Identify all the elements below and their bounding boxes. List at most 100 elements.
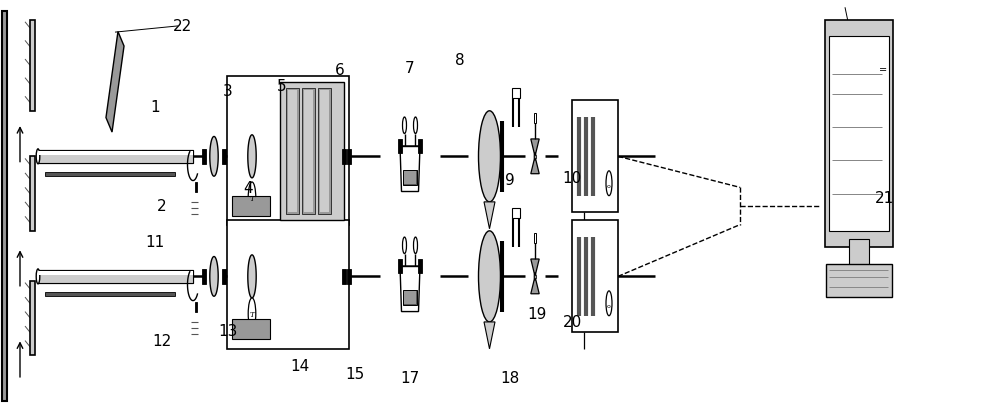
Circle shape xyxy=(606,171,612,196)
Bar xyxy=(232,320,270,339)
Circle shape xyxy=(606,291,612,316)
Text: =: = xyxy=(879,65,887,75)
Polygon shape xyxy=(248,255,256,298)
Text: 10: 10 xyxy=(562,170,582,185)
Bar xyxy=(286,89,299,215)
Bar xyxy=(304,91,313,213)
Polygon shape xyxy=(210,137,218,177)
Circle shape xyxy=(248,298,256,330)
Bar xyxy=(222,150,226,164)
Bar xyxy=(534,155,536,159)
Bar xyxy=(227,221,349,349)
Text: 2: 2 xyxy=(157,199,167,214)
Bar xyxy=(202,150,206,164)
Bar xyxy=(829,37,889,231)
Bar xyxy=(418,259,422,274)
Bar xyxy=(45,173,175,177)
Bar xyxy=(347,150,351,164)
Circle shape xyxy=(402,118,406,134)
Bar xyxy=(825,21,893,248)
Bar xyxy=(320,91,329,213)
Polygon shape xyxy=(531,140,539,157)
Bar xyxy=(403,170,417,186)
Bar xyxy=(280,83,344,221)
Bar xyxy=(512,209,520,219)
Bar xyxy=(302,89,315,215)
Bar xyxy=(30,21,35,112)
Circle shape xyxy=(534,273,536,281)
Bar xyxy=(232,197,270,217)
Ellipse shape xyxy=(479,112,501,202)
Text: 1: 1 xyxy=(150,100,160,115)
Bar xyxy=(288,91,297,213)
Bar xyxy=(38,272,193,275)
Text: 12: 12 xyxy=(152,333,172,348)
Text: 17: 17 xyxy=(400,370,420,385)
Polygon shape xyxy=(531,259,539,277)
Bar xyxy=(398,139,402,154)
Text: 15: 15 xyxy=(345,366,365,381)
Text: T: T xyxy=(249,310,255,318)
Polygon shape xyxy=(400,266,420,312)
Text: 6: 6 xyxy=(335,63,345,78)
Bar xyxy=(342,269,346,284)
Text: 7: 7 xyxy=(405,61,415,76)
Ellipse shape xyxy=(479,231,501,322)
Text: 19: 19 xyxy=(527,306,547,321)
Polygon shape xyxy=(484,322,495,349)
Polygon shape xyxy=(210,257,218,297)
Bar xyxy=(38,150,193,164)
Bar xyxy=(347,269,351,284)
Bar xyxy=(227,76,349,225)
Text: 4: 4 xyxy=(243,180,253,195)
Bar xyxy=(222,269,226,284)
Text: 5: 5 xyxy=(277,79,287,94)
Text: 3: 3 xyxy=(223,83,233,98)
Text: 11: 11 xyxy=(145,234,165,249)
Text: 21: 21 xyxy=(875,191,895,206)
Circle shape xyxy=(414,237,417,254)
Text: 14: 14 xyxy=(290,358,310,373)
Bar xyxy=(404,172,416,184)
Circle shape xyxy=(36,269,40,284)
Text: 9: 9 xyxy=(505,172,515,187)
Polygon shape xyxy=(106,33,124,133)
Text: 13: 13 xyxy=(218,323,238,338)
Bar xyxy=(534,113,536,124)
Bar xyxy=(404,292,416,304)
Circle shape xyxy=(248,183,256,214)
Text: 20: 20 xyxy=(562,315,582,330)
Bar xyxy=(572,221,618,332)
Circle shape xyxy=(36,150,40,164)
Bar xyxy=(45,292,175,297)
Bar xyxy=(38,152,193,155)
Circle shape xyxy=(414,118,417,134)
Bar xyxy=(398,259,402,274)
Text: 22: 22 xyxy=(172,19,192,34)
Text: o: o xyxy=(607,303,611,308)
Polygon shape xyxy=(531,157,539,174)
Bar xyxy=(30,157,35,231)
Circle shape xyxy=(534,153,536,161)
Text: o: o xyxy=(607,183,611,188)
Bar xyxy=(38,270,193,283)
Polygon shape xyxy=(531,277,539,294)
Bar xyxy=(195,303,197,312)
Bar xyxy=(534,275,536,278)
Text: T: T xyxy=(249,194,255,202)
Polygon shape xyxy=(484,202,495,229)
Text: 18: 18 xyxy=(500,370,520,385)
Bar xyxy=(318,89,331,215)
Text: 8: 8 xyxy=(455,52,465,67)
Circle shape xyxy=(402,237,406,254)
Bar xyxy=(403,290,417,306)
Bar xyxy=(418,139,422,154)
Bar xyxy=(572,101,618,213)
Bar xyxy=(38,150,193,164)
Bar xyxy=(849,240,869,268)
Bar xyxy=(342,150,346,164)
Polygon shape xyxy=(400,147,420,192)
Bar xyxy=(38,270,193,283)
Bar xyxy=(202,269,206,284)
Bar xyxy=(512,89,520,99)
